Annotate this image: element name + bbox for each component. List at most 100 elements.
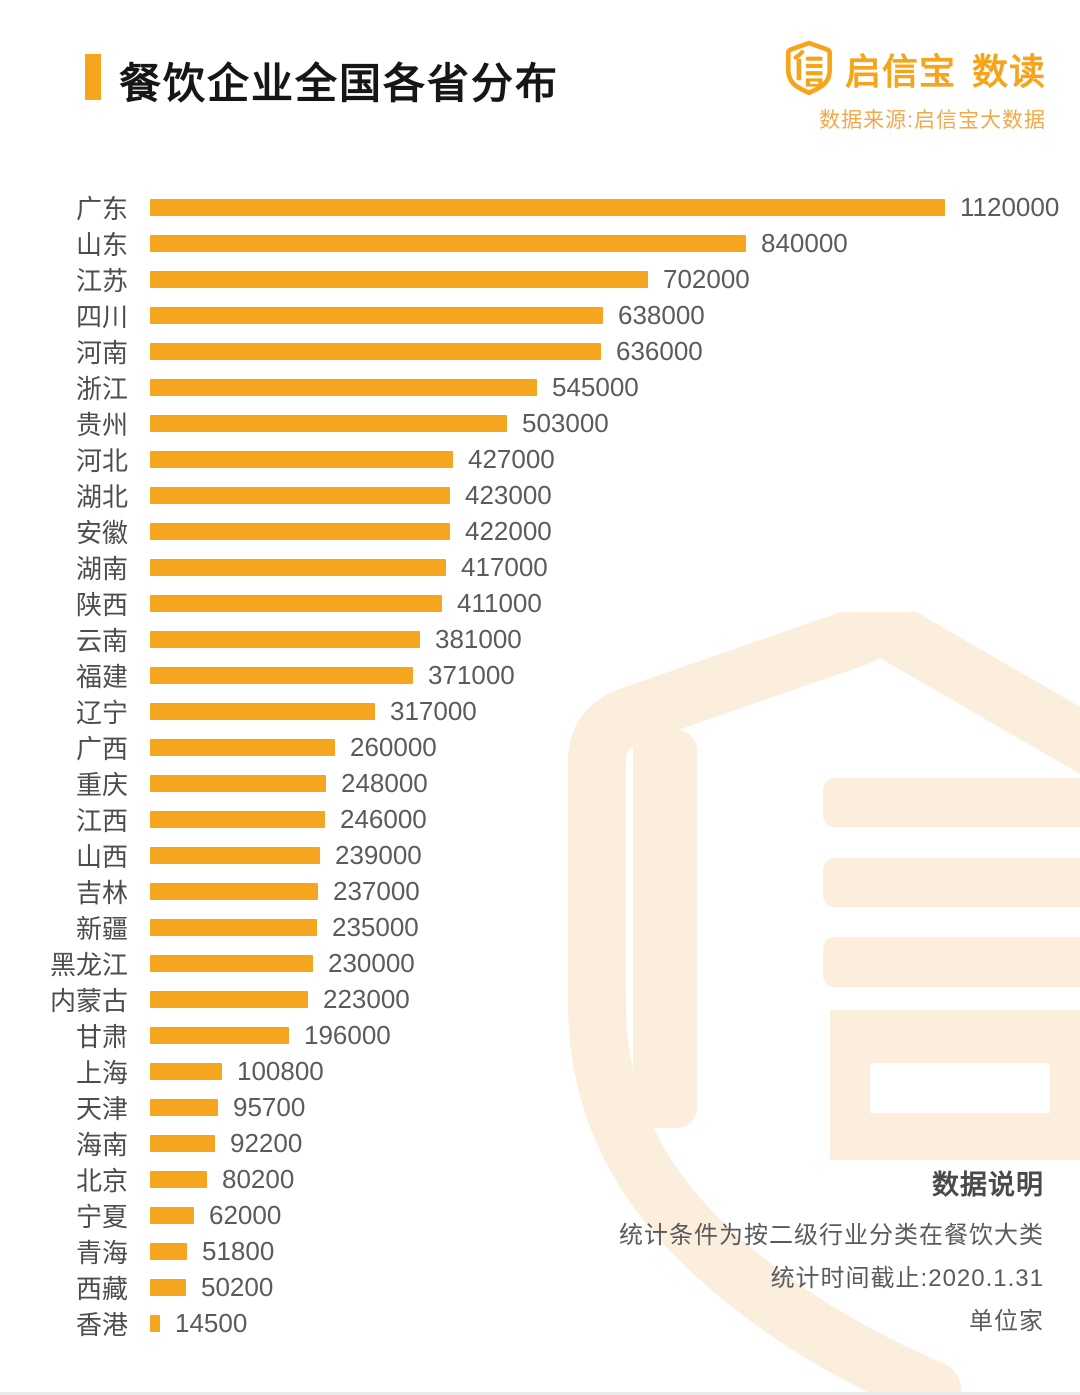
value-label: 196000 [304, 1019, 391, 1050]
chart-row: 宁夏 62000 [0, 1197, 1080, 1233]
value-bar [150, 990, 308, 1008]
bar-chart: 广东 1120000 山东 840000 江苏 702000 四川 638000 [0, 189, 1080, 1341]
chart-row: 香港 14500 [0, 1305, 1080, 1341]
notes-line-unit: 单位家 [969, 1308, 1044, 1335]
province-label: 云南 [75, 625, 128, 656]
value-bar [150, 414, 507, 432]
value-bar [150, 1062, 222, 1080]
chart-row: 重庆 248000 [0, 765, 1080, 801]
value-bar [150, 702, 375, 720]
province-label: 辽宁 [75, 697, 128, 728]
chart-row: 广西 260000 [0, 729, 1080, 765]
value-label: 636000 [616, 335, 703, 366]
chart-row: 湖南 417000 [0, 549, 1080, 585]
chart-row: 青海 51800 [0, 1233, 1080, 1269]
province-label: 新疆 [75, 913, 128, 944]
province-label: 北京 [75, 1165, 128, 1196]
value-label: 411000 [457, 587, 542, 618]
value-bar [150, 666, 413, 684]
chart-row: 江苏 702000 [0, 261, 1080, 297]
value-bar [150, 1314, 160, 1332]
chart-row: 浙江 545000 [0, 369, 1080, 405]
value-label: 503000 [522, 407, 609, 438]
chart-row: 西藏 50200 [0, 1269, 1080, 1305]
province-label: 安徽 [75, 517, 128, 548]
value-bar [150, 378, 537, 396]
province-label: 甘肃 [75, 1021, 128, 1052]
province-label: 上海 [75, 1057, 128, 1088]
province-label: 广东 [75, 193, 128, 224]
chart-row: 新疆 235000 [0, 909, 1080, 945]
value-label: 223000 [323, 983, 410, 1014]
value-bar [150, 882, 318, 900]
value-label: 417000 [461, 551, 548, 582]
chart-row: 吉林 237000 [0, 873, 1080, 909]
value-bar [150, 846, 320, 864]
notes-title: 数据说明 [932, 1170, 1044, 1200]
value-label: 248000 [341, 767, 428, 798]
value-label: 100800 [237, 1055, 324, 1086]
value-bar [150, 1098, 218, 1116]
value-label: 246000 [340, 803, 427, 834]
province-label: 陕西 [75, 589, 128, 620]
province-label: 黑龙江 [49, 949, 128, 980]
province-label: 海南 [75, 1129, 128, 1160]
value-bar [150, 594, 442, 612]
value-label: 239000 [335, 839, 422, 870]
chart-row: 黑龙江 230000 [0, 945, 1080, 981]
chart-row: 贵州 503000 [0, 405, 1080, 441]
province-label: 青海 [75, 1237, 128, 1268]
province-label: 西藏 [75, 1273, 128, 1304]
chart-row: 北京 80200 [0, 1161, 1080, 1197]
province-label: 江苏 [75, 265, 128, 296]
value-label: 14500 [175, 1307, 248, 1338]
value-label: 422000 [465, 515, 552, 546]
chart-row: 天津 95700 [0, 1089, 1080, 1125]
chart-row: 陕西 411000 [0, 585, 1080, 621]
qixinbao-shield-icon [785, 40, 833, 96]
title-accent-bar [85, 54, 101, 100]
chart-row: 河南 636000 [0, 333, 1080, 369]
value-label: 638000 [618, 299, 705, 330]
value-label: 423000 [465, 479, 552, 510]
value-bar [150, 450, 453, 468]
value-label: 62000 [209, 1199, 282, 1230]
value-bar [150, 1206, 194, 1224]
province-label: 河北 [75, 445, 128, 476]
value-bar [150, 486, 450, 504]
province-label: 河南 [75, 337, 128, 368]
data-source-label: 数据来源:启信宝大数据 [819, 109, 1046, 132]
value-bar [150, 342, 601, 360]
page-title: 餐饮企业全国各省分布 [119, 60, 560, 107]
value-label: 260000 [350, 731, 437, 762]
province-label: 香港 [75, 1309, 128, 1340]
value-label: 1120000 [960, 191, 1060, 222]
province-label: 广西 [75, 733, 128, 764]
value-bar [150, 1134, 215, 1152]
bottom-edge-divider [0, 1392, 1080, 1395]
province-label: 山东 [75, 229, 128, 260]
chart-row: 福建 371000 [0, 657, 1080, 693]
chart-row: 山东 840000 [0, 225, 1080, 261]
province-label: 浙江 [75, 373, 128, 404]
value-bar [150, 810, 325, 828]
value-bar [150, 630, 420, 648]
value-bar [150, 198, 945, 216]
value-label: 237000 [333, 875, 420, 906]
province-label: 重庆 [75, 769, 128, 800]
value-label: 840000 [761, 227, 848, 258]
notes-line-cutoff: 统计时间截止:2020.1.31 [770, 1265, 1044, 1292]
province-label: 宁夏 [75, 1201, 128, 1232]
province-label: 湖南 [75, 553, 128, 584]
province-label: 四川 [75, 301, 128, 332]
value-label: 545000 [552, 371, 639, 402]
value-bar [150, 234, 746, 252]
value-bar [150, 306, 603, 324]
value-bar [150, 738, 335, 756]
province-label: 贵州 [75, 409, 128, 440]
province-label: 江西 [75, 805, 128, 836]
value-label: 95700 [233, 1091, 306, 1122]
province-label: 天津 [75, 1093, 128, 1124]
value-bar [150, 558, 446, 576]
value-bar [150, 918, 317, 936]
